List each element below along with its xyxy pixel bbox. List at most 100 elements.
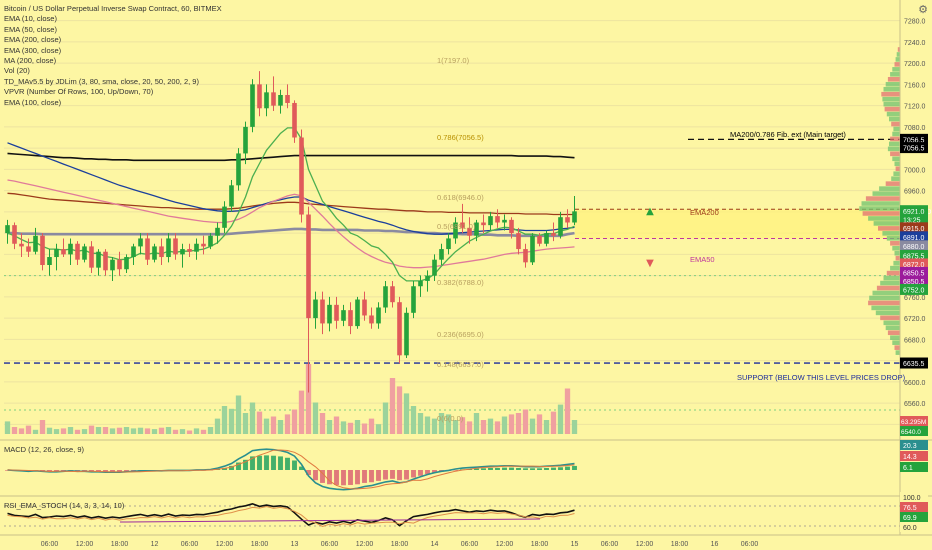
- candle-body[interactable]: [166, 238, 171, 258]
- candle-body[interactable]: [103, 251, 108, 271]
- vpvr-row: [890, 136, 900, 142]
- candle-body[interactable]: [572, 211, 577, 223]
- candle-body[interactable]: [530, 235, 535, 263]
- candle-body[interactable]: [257, 84, 262, 109]
- candle-body[interactable]: [68, 243, 73, 255]
- candle-body[interactable]: [488, 216, 493, 226]
- candle-body[interactable]: [124, 257, 129, 270]
- candle-body[interactable]: [390, 286, 395, 303]
- candle-body[interactable]: [334, 304, 339, 321]
- candle-body[interactable]: [131, 246, 136, 258]
- settings-gear-icon[interactable]: ⚙: [918, 4, 928, 16]
- macd-legend[interactable]: MACD (12, 26, close, 9): [4, 445, 85, 454]
- candle-body[interactable]: [544, 233, 549, 244]
- candle-body[interactable]: [194, 243, 199, 252]
- candle-body[interactable]: [313, 299, 318, 319]
- legend-indicator-7[interactable]: TD_MAv5.5 by JDLim (3, 80, sma, close, 2…: [4, 76, 199, 86]
- candle-body[interactable]: [96, 251, 101, 268]
- candle-body[interactable]: [61, 249, 66, 255]
- price-tick-label: 6960.0: [904, 189, 926, 196]
- candle-body[interactable]: [54, 249, 59, 258]
- candle-body[interactable]: [264, 92, 269, 109]
- candle-body[interactable]: [453, 222, 458, 239]
- candle-body[interactable]: [320, 299, 325, 324]
- candle-body[interactable]: [75, 243, 80, 260]
- candle-body[interactable]: [446, 238, 451, 250]
- candle-body[interactable]: [432, 259, 437, 276]
- candle-body[interactable]: [516, 233, 521, 250]
- candle-body[interactable]: [173, 238, 178, 255]
- candle-body[interactable]: [362, 299, 367, 316]
- candle-body[interactable]: [411, 286, 416, 313]
- candle-body[interactable]: [341, 310, 346, 321]
- candle-body[interactable]: [299, 137, 304, 215]
- candle-body[interactable]: [502, 219, 507, 223]
- candle-body[interactable]: [47, 257, 52, 265]
- candle-body[interactable]: [565, 217, 570, 223]
- legend-indicator-3[interactable]: EMA (200, close): [4, 35, 62, 45]
- candle-body[interactable]: [110, 259, 115, 271]
- candle-body[interactable]: [243, 126, 248, 154]
- candle-body[interactable]: [187, 249, 192, 252]
- candle-body[interactable]: [152, 246, 157, 260]
- candle-body[interactable]: [348, 310, 353, 327]
- candle-body[interactable]: [180, 249, 185, 255]
- candle-body[interactable]: [117, 259, 122, 270]
- candle-body[interactable]: [383, 286, 388, 308]
- candle-body[interactable]: [19, 243, 24, 247]
- legend-indicator-8[interactable]: VPVR (Number Of Rows, 100, Up/Down, 70): [4, 87, 154, 97]
- candle-body[interactable]: [369, 315, 374, 324]
- rsi-legend[interactable]: RSI_EMA_STOCH (14, 3, 3, 14, 10): [4, 501, 125, 510]
- candle-body[interactable]: [376, 307, 381, 324]
- candle-body[interactable]: [229, 185, 234, 207]
- candle-body[interactable]: [222, 206, 227, 228]
- candle-body[interactable]: [215, 227, 220, 236]
- candle-body[interactable]: [285, 95, 290, 103]
- candle-body[interactable]: [40, 235, 45, 265]
- candle-body[interactable]: [271, 92, 276, 106]
- candle-body[interactable]: [138, 238, 143, 247]
- candle-body[interactable]: [5, 225, 10, 234]
- candle-body[interactable]: [278, 95, 283, 106]
- legend-indicator-5[interactable]: MA (200, close): [4, 56, 57, 66]
- legend-indicator-6[interactable]: Vol (20): [4, 66, 30, 76]
- candle-body[interactable]: [397, 302, 402, 356]
- candle-body[interactable]: [327, 304, 332, 324]
- candle-body[interactable]: [537, 235, 542, 244]
- candle-body[interactable]: [208, 235, 213, 247]
- candle-body[interactable]: [439, 249, 444, 260]
- candle-body[interactable]: [481, 222, 486, 226]
- candle-body[interactable]: [418, 280, 423, 287]
- candle-body[interactable]: [355, 299, 360, 327]
- legend-indicator-9[interactable]: EMA (100, close): [4, 97, 62, 107]
- candle-body[interactable]: [474, 222, 479, 236]
- candle-body[interactable]: [82, 246, 87, 260]
- candle-body[interactable]: [523, 249, 528, 263]
- candle-body[interactable]: [404, 312, 409, 356]
- candle-body[interactable]: [460, 222, 465, 228]
- candle-body[interactable]: [26, 246, 31, 252]
- vpvr-row: [865, 196, 900, 201]
- candle-body[interactable]: [551, 233, 556, 236]
- candle-body[interactable]: [467, 227, 472, 236]
- candle-body[interactable]: [250, 84, 255, 127]
- candle-body[interactable]: [306, 214, 311, 319]
- candle-body[interactable]: [236, 153, 241, 186]
- volume-bar: [235, 395, 242, 434]
- legend-indicator-1[interactable]: EMA (10, close): [4, 14, 57, 24]
- candle-body[interactable]: [159, 246, 164, 258]
- candle-body[interactable]: [89, 246, 94, 268]
- candle-body[interactable]: [292, 102, 297, 138]
- candle-body[interactable]: [558, 217, 563, 236]
- legend-indicator-4[interactable]: EMA (300, close): [4, 45, 62, 55]
- candle-body[interactable]: [425, 275, 430, 281]
- candle-body[interactable]: [12, 225, 17, 244]
- candle-body[interactable]: [33, 235, 38, 252]
- candle-body[interactable]: [201, 243, 206, 247]
- candle-body[interactable]: [509, 219, 514, 234]
- candle-body[interactable]: [145, 238, 150, 260]
- legend-indicator-2[interactable]: EMA (50, close): [4, 24, 57, 34]
- candle-body[interactable]: [495, 216, 500, 223]
